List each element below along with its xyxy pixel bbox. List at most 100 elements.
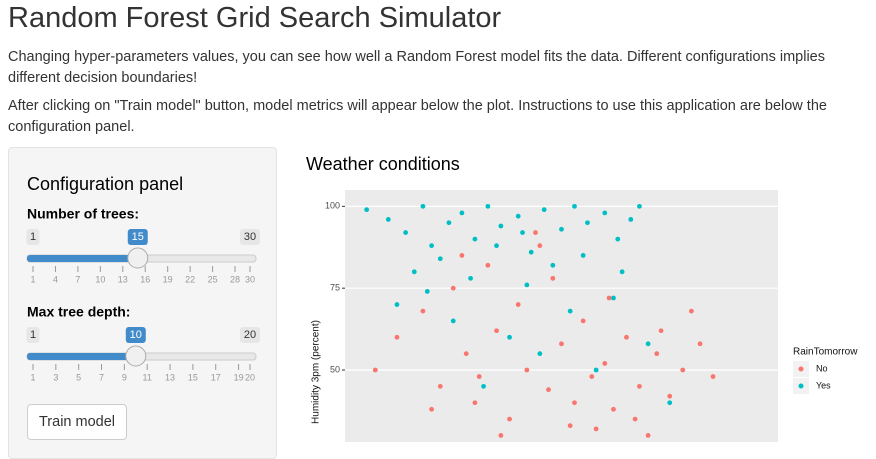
- legend-title: RainTomorrow: [793, 347, 858, 358]
- point: [463, 351, 469, 357]
- slider-tick-label: 16: [140, 274, 150, 284]
- point: [637, 203, 642, 209]
- slider-tick-label: 13: [118, 274, 128, 284]
- point: [611, 295, 616, 301]
- point: [472, 236, 478, 242]
- canvas: Configuration panel Weather conditions H…: [26, 154, 858, 442]
- slider-tick-label: 19: [234, 372, 244, 382]
- panel-title: Configuration panel: [27, 174, 183, 194]
- point: [533, 230, 538, 235]
- point: [550, 275, 556, 281]
- slider-value-label: 10: [130, 329, 142, 341]
- point: [606, 295, 612, 301]
- slider-tick-label: 1: [30, 372, 35, 382]
- slider-max-badge: [240, 327, 260, 343]
- slider-tick-label: 17: [211, 372, 221, 382]
- slider-fill: [27, 353, 136, 360]
- point: [546, 387, 551, 393]
- point: [520, 230, 525, 235]
- point: [567, 308, 573, 314]
- point: [541, 207, 547, 213]
- point: [507, 416, 512, 422]
- point: [420, 308, 426, 314]
- point: [494, 328, 499, 334]
- point: [559, 226, 564, 232]
- point: [528, 249, 534, 255]
- point: [476, 374, 482, 379]
- slider-tick-label: 11: [143, 372, 152, 382]
- point: [602, 361, 608, 366]
- point: [372, 367, 378, 373]
- point: [628, 217, 634, 222]
- point: [585, 220, 590, 226]
- train-button[interactable]: Train model: [27, 404, 127, 440]
- point: [624, 334, 629, 340]
- slider-min-badge: [26, 327, 40, 343]
- slider-tick-label: 7: [99, 372, 104, 382]
- point: [697, 341, 703, 347]
- point: [524, 367, 530, 373]
- point: [658, 328, 664, 334]
- point: [472, 400, 478, 406]
- point: [446, 220, 452, 226]
- slider-tick-label: 30: [245, 274, 255, 284]
- point: [498, 223, 504, 229]
- point: [654, 351, 660, 357]
- point: [481, 383, 486, 389]
- point: [567, 423, 573, 429]
- slider-handle[interactable]: [125, 345, 147, 367]
- point: [385, 217, 391, 222]
- point: [589, 374, 595, 379]
- point: [437, 256, 443, 262]
- slider-tick-label: 25: [208, 274, 218, 284]
- y-axis-label: Humidity 3pm (percent): [311, 320, 322, 424]
- point: [429, 406, 434, 412]
- point: [572, 400, 577, 406]
- point: [537, 243, 543, 249]
- point: [667, 400, 673, 406]
- legend-label: Yes: [816, 380, 831, 390]
- point: [468, 275, 473, 281]
- point: [572, 203, 577, 209]
- point: [429, 243, 434, 249]
- slider-min-label: 1: [30, 329, 36, 341]
- point: [411, 269, 417, 275]
- point: [593, 426, 599, 432]
- slider-tick-label: 3: [53, 372, 58, 382]
- point: [394, 302, 400, 307]
- point: [680, 367, 686, 373]
- point: [515, 213, 521, 219]
- slider-tick-label: 5: [76, 372, 81, 382]
- point: [615, 236, 621, 242]
- point: [498, 433, 504, 438]
- slider-tick-label: 9: [122, 372, 127, 382]
- point: [515, 302, 521, 307]
- slider-tick-label: 7: [75, 274, 80, 284]
- point: [645, 341, 651, 347]
- point: [459, 253, 465, 258]
- point: [710, 374, 716, 379]
- slider-value-badge: [127, 229, 148, 245]
- point: [550, 262, 556, 268]
- point: [611, 406, 616, 412]
- slider-tick-label: 1: [30, 274, 35, 284]
- slider-max-label: 30: [244, 231, 256, 243]
- point: [485, 262, 491, 268]
- point: [394, 334, 400, 340]
- chart-title: Weather conditions: [306, 154, 460, 174]
- slider-tick-label: 15: [188, 372, 198, 382]
- slider-min-label: 1: [30, 231, 36, 243]
- point: [424, 289, 430, 294]
- point: [524, 282, 530, 288]
- slider-fill: [27, 255, 138, 262]
- point: [559, 341, 564, 347]
- slider-handle[interactable]: [127, 247, 149, 269]
- legend-swatch: [798, 366, 804, 372]
- point: [364, 207, 370, 213]
- point: [645, 433, 651, 438]
- point: [619, 269, 625, 275]
- point: [689, 308, 694, 314]
- slider-tick-label: 20: [245, 372, 255, 382]
- point: [450, 318, 456, 324]
- point: [632, 416, 638, 422]
